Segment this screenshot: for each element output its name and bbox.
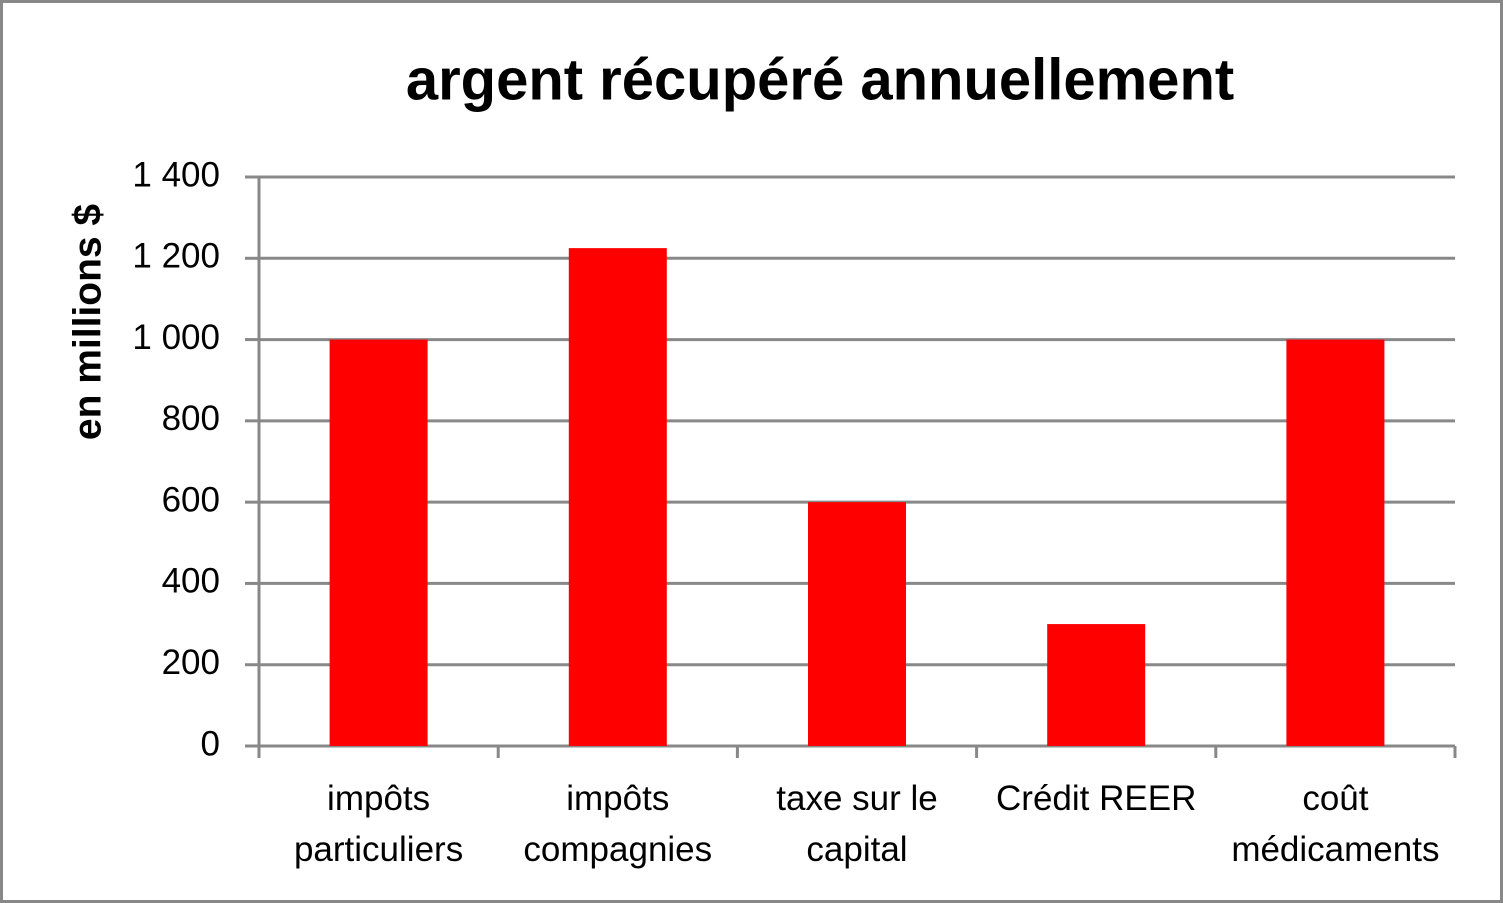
y-tick-label: 1 200 — [132, 237, 220, 276]
chart-title: argent récupéré annuellement — [406, 47, 1234, 112]
y-tick-label: 1 400 — [132, 155, 220, 194]
x-tick-label: taxe sur le capital — [776, 779, 938, 869]
y-tick-label: 800 — [162, 399, 220, 438]
bar — [1286, 339, 1385, 746]
x-tick-label: coût médicaments — [1231, 779, 1440, 869]
y-tick-label: 600 — [162, 480, 220, 519]
bar — [568, 248, 667, 746]
y-tick-label: 400 — [162, 562, 220, 601]
y-tick-label: 200 — [162, 643, 220, 682]
y-axis-label: en millions $ — [66, 204, 109, 441]
x-tick-label: impôts particuliers — [293, 779, 464, 869]
bar — [1047, 624, 1146, 746]
y-tick-label: 1 000 — [132, 318, 220, 357]
y-tick-label: 0 — [201, 724, 220, 763]
bar — [808, 502, 906, 746]
x-tick-label: impôts compagnies — [523, 779, 713, 869]
x-tick-label: Crédit REER — [996, 779, 1197, 818]
bar — [329, 339, 428, 746]
